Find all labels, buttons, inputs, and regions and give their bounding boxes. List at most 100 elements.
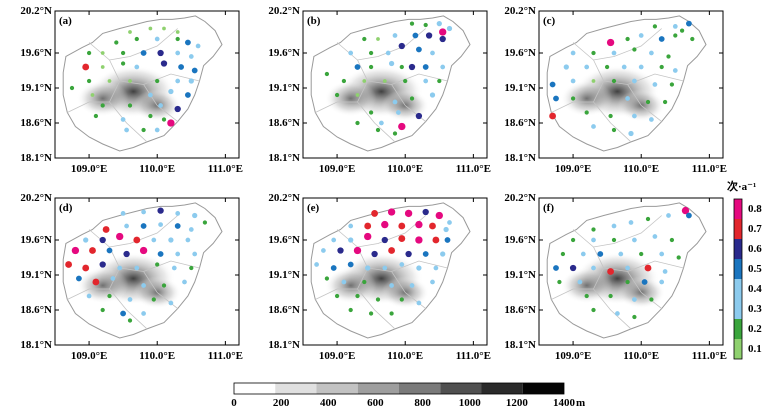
station-point [382, 79, 387, 83]
legend-title: 次·a⁻¹ [727, 181, 757, 193]
county-boundary [593, 267, 632, 330]
y-tick-label: 20.2°N [268, 192, 300, 204]
station-point [148, 92, 153, 98]
station-point [591, 265, 596, 271]
station-point [621, 64, 627, 70]
y-tick-label: 18.6°N [20, 304, 52, 316]
station-point [437, 78, 442, 84]
y-tick-label: 19.1°N [504, 82, 536, 94]
station-point [175, 50, 181, 56]
station-point [415, 220, 423, 229]
station-point [625, 279, 630, 285]
panel-frame [538, 197, 724, 346]
terrain-shading [324, 267, 377, 304]
station-point [632, 297, 637, 302]
station-point [392, 131, 398, 136]
station-point [659, 64, 664, 70]
station-point [128, 30, 132, 34]
station-point [606, 38, 615, 47]
station-point [168, 300, 174, 306]
station-point [120, 211, 126, 216]
station-point [362, 279, 367, 285]
map-panel [54, 10, 240, 159]
station-point [672, 68, 678, 73]
station-point [446, 25, 453, 32]
x-tick-label: 110.0°E [387, 163, 424, 175]
station-point [175, 78, 181, 84]
station-point [615, 311, 620, 316]
station-point [591, 124, 596, 129]
y-tick-label: 20.2°N [504, 192, 536, 204]
station-point [628, 130, 634, 137]
station-point [669, 82, 675, 87]
legend-label: 0.4 [748, 283, 762, 295]
station-point [100, 65, 105, 69]
station-point [632, 78, 637, 84]
station-point [690, 36, 695, 42]
y-tick-label: 18.1°N [504, 152, 536, 164]
x-tick-label: 111.0°E [207, 163, 243, 175]
station-point [577, 279, 583, 285]
station-point [553, 95, 559, 102]
station-point [161, 283, 167, 288]
elevation-swatch [357, 383, 399, 394]
x-tick-label: 110.0°E [139, 163, 176, 175]
island-outline [62, 15, 223, 152]
legend-label: 0.2 [748, 323, 762, 335]
station-point [632, 47, 637, 52]
y-tick-label: 19.1°N [268, 82, 300, 94]
station-point [157, 49, 164, 57]
station-point [82, 264, 90, 272]
station-point [106, 247, 113, 254]
station-point [99, 261, 106, 268]
station-point [604, 64, 610, 70]
map-panel [302, 197, 488, 346]
station-point [188, 54, 194, 59]
station-point [348, 307, 353, 313]
y-tick-label: 19.1°N [20, 269, 52, 281]
station-point [563, 64, 569, 70]
station-point [408, 63, 416, 71]
station-point [155, 262, 160, 267]
station-point [607, 268, 615, 275]
x-tick-label: 111.0°E [691, 163, 727, 175]
station-point [92, 278, 100, 286]
panel-frame [54, 197, 240, 346]
county-boundary [357, 267, 396, 330]
station-point [591, 237, 596, 243]
station-point [658, 36, 665, 42]
map-panel [54, 197, 240, 346]
x-tick-label: 111.0°E [455, 350, 491, 362]
station-point [666, 54, 671, 59]
legend-label: 0.8 [748, 203, 762, 215]
station-point [591, 227, 596, 232]
station-point [365, 265, 371, 271]
elevation-swatch [399, 383, 441, 394]
y-tick-label: 19.1°N [20, 82, 52, 94]
station-point [123, 250, 130, 258]
county-boundary [551, 101, 594, 113]
y-tick-label: 19.1°N [268, 269, 300, 281]
y-tick-label: 18.1°N [20, 152, 52, 164]
panel-label: (a) [59, 15, 72, 27]
station-point [570, 237, 576, 243]
county-boundary [357, 80, 396, 143]
y-tick-label: 19.6°N [20, 47, 52, 59]
station-point [134, 265, 140, 271]
station-point [192, 251, 198, 257]
elevation-swatch [316, 383, 358, 394]
station-point [672, 24, 678, 29]
x-tick-label: 110.0°E [623, 350, 660, 362]
station-point [362, 36, 367, 42]
legend-label: 0.7 [748, 223, 762, 235]
station-point [355, 293, 360, 299]
x-tick-label: 109.0°E [554, 350, 592, 362]
station-point [549, 81, 556, 88]
station-point [652, 234, 658, 239]
station-point [638, 33, 644, 38]
station-point [157, 251, 164, 257]
map-panel [538, 197, 724, 346]
station-point [645, 216, 651, 222]
station-point [158, 103, 163, 108]
